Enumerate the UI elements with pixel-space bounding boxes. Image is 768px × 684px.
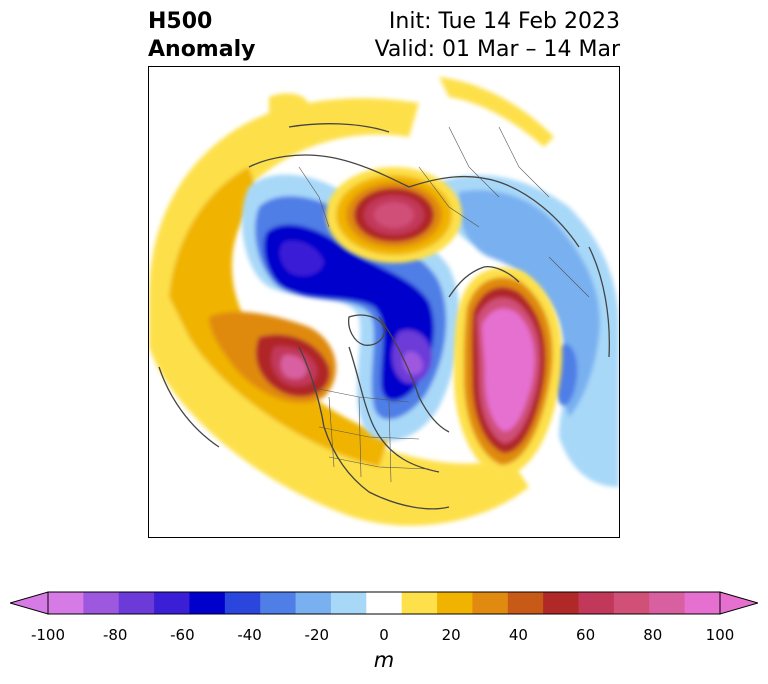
colorbar-segment — [48, 592, 84, 614]
colorbar-segment — [366, 592, 403, 614]
colorbar-segment — [295, 592, 332, 614]
date-block: Init: Tue 14 Feb 2023 Valid: 01 Mar – 14… — [375, 8, 620, 64]
colorbar-tick-label: -40 — [237, 626, 262, 644]
colorbar-segment — [507, 592, 544, 614]
colorbar-segment — [684, 592, 721, 614]
title-field: Anomaly — [148, 37, 256, 62]
positive-center-north — [326, 167, 462, 263]
colorbar-tick-label: 60 — [576, 626, 596, 644]
colorbar-segment — [437, 592, 473, 614]
map-panel — [148, 66, 620, 538]
title-block: H500 Anomaly — [148, 8, 255, 64]
positive-center-east — [454, 267, 563, 477]
colorbar-segment — [330, 592, 367, 614]
colorbar-tick-label: -100 — [30, 626, 66, 644]
colorbar-segment — [649, 592, 686, 614]
coastlines — [158, 123, 610, 510]
colorbar-segment — [613, 592, 650, 614]
colorbar-segment — [224, 592, 261, 614]
colorbar-segment — [154, 592, 190, 614]
colorbar-segment — [401, 592, 438, 614]
colorbar-tick-label: 20 — [441, 626, 461, 644]
valid-dates: Valid: 01 Mar – 14 Mar — [374, 37, 620, 62]
anomaly-map — [149, 67, 619, 537]
colorbar — [8, 588, 760, 618]
colorbar-segment — [260, 592, 297, 614]
political-borders — [298, 126, 590, 483]
title-variable: H500 — [148, 9, 213, 34]
colorbar-svg — [8, 591, 760, 615]
colorbar-segment — [118, 592, 155, 614]
positive-ring — [149, 77, 554, 526]
colorbar-segment — [543, 592, 580, 614]
colorbar-tick-label: 100 — [705, 626, 735, 644]
colorbar-tick-label: 40 — [508, 626, 528, 644]
colorbar-segment — [83, 592, 120, 614]
colorbar-unit-label: m — [373, 648, 395, 672]
colorbar-extend-max — [719, 591, 760, 615]
colorbar-segment — [578, 592, 615, 614]
colorbar-segment — [472, 592, 509, 614]
colorbar-tick-label: 0 — [379, 626, 389, 644]
colorbar-tick-labels: -100 -80 -60 -40 -20 0 20 40 60 80 100 — [0, 626, 768, 646]
init-date: Init: Tue 14 Feb 2023 — [388, 9, 620, 34]
colorbar-tick-label: -80 — [102, 626, 128, 644]
colorbar-tick-label: -60 — [170, 626, 195, 644]
colorbar-extend-min — [8, 591, 49, 615]
colorbar-tick-label: 80 — [643, 626, 663, 644]
colorbar-segment — [189, 592, 226, 614]
colorbar-tick-label: -20 — [304, 626, 330, 644]
